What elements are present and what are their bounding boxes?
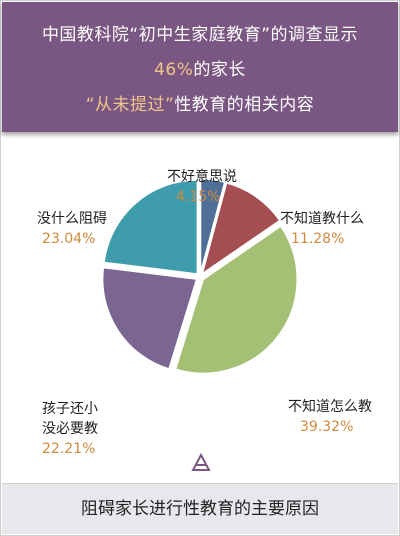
pie-slice-dont-know-what [201,181,281,276]
header-line-2-text: 的家长 [193,60,246,80]
label-embarrassed: 不好意思说 [167,169,237,185]
label-no-obstacle: 没什么阻碍 [37,211,107,227]
footer-caption-bar: 阻碍家长进行性教育的主要原因 [2,483,398,534]
header-line-3: “从未提过”性教育的相关内容 [2,90,398,115]
header-line-1: 中国教科院“初中生家庭教育”的调查显示 [41,25,359,45]
label-too-young-line2: 没必要教 [42,421,98,437]
pie-slice-no-obstacle [103,179,199,275]
value-too-young: 22.21% [42,441,96,457]
header-percent: 46% [154,60,194,80]
label-dont-know-what: 不知道教什么 [280,211,364,227]
pie-slice-embarrassed [199,178,226,274]
chart-area: 不好意思说 4.15% 不知道教什么 11.28% 不知道怎么教 39.32% … [2,141,398,481]
label-dont-know-how: 不知道怎么教 [288,399,372,415]
value-embarrassed: 4.15% [176,189,221,205]
pie-slice-too-young [101,266,198,370]
value-no-obstacle: 23.04% [42,231,96,247]
value-dont-know-how: 39.32% [300,419,354,435]
logo-triangle-icon [191,453,211,471]
header-line-2: 46%的家长 [2,55,398,80]
footer-caption: 阻碍家长进行性教育的主要原因 [81,499,319,519]
value-dont-know-what: 11.28% [291,231,345,247]
pie-slice-dont-know-how [174,225,298,375]
label-too-young-line1: 孩子还小 [42,401,98,417]
header-banner: 中国教科院“初中生家庭教育”的调查显示 46%的家长 “从未提过”性教育的相关内… [2,2,398,132]
pie-chart [101,178,298,375]
header-quote: “从未提过” [85,95,175,115]
header-line-3-text: 性教育的相关内容 [174,95,315,115]
